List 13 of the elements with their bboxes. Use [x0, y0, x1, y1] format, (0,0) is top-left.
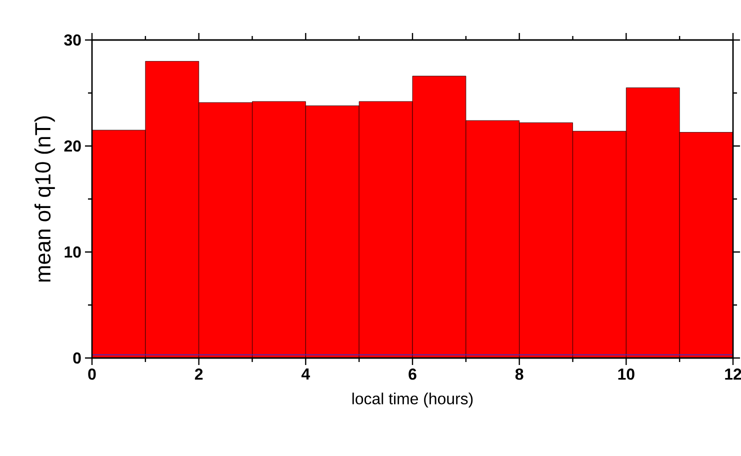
y-tick-label: 20	[64, 140, 81, 152]
x-tick-label: 4	[301, 368, 310, 380]
x-tick-label: 6	[408, 368, 416, 380]
x-tick-label: 10	[618, 368, 634, 380]
y-tick-label: 10	[64, 246, 81, 258]
x-tick-label: 0	[88, 368, 96, 380]
x-tick-label: 2	[194, 368, 203, 380]
y-tick-label: 30	[64, 34, 81, 46]
x-tick-label: 12	[725, 368, 741, 380]
x-axis-title: local time (hours)	[352, 392, 473, 408]
y-axis-title: mean of q10 (nT)	[34, 116, 55, 282]
y-tick-label: 0	[73, 352, 81, 364]
x-tick-label: 8	[515, 368, 524, 380]
